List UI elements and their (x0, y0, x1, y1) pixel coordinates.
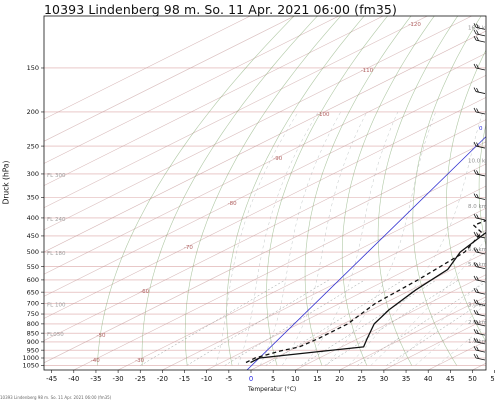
isotherm-label: -80 (228, 201, 237, 207)
x-tick-label: 25 (357, 375, 366, 383)
y-tick-label: 850 (27, 329, 39, 337)
x-tick-label: -35 (90, 375, 101, 383)
x-tick-label: -5 (225, 375, 232, 383)
isotherm-label: -50 (97, 333, 106, 339)
y-tick-label: 500 (27, 248, 39, 256)
isotherm-label: -120 (408, 22, 421, 28)
y-tick-label: 550 (27, 263, 39, 271)
isotherm-label: -40 (91, 358, 100, 364)
x-tick-label: 0 (249, 375, 253, 383)
y-tick-label: 450 (27, 232, 39, 240)
y-tick-label: 150 (27, 64, 39, 72)
x-tick-label: 40 (424, 375, 433, 383)
y-tick-label: 650 (27, 288, 39, 296)
flight-level-label: FL 180 (47, 251, 66, 257)
x-tick-label: 55 (490, 375, 495, 383)
chart-title: 10393 Lindenberg 98 m. So. 11 Apr. 2021 … (44, 2, 397, 17)
x-tick-label: 15 (313, 375, 322, 383)
y-tick-label: 700 (27, 300, 39, 308)
y-tick-label: 350 (27, 194, 39, 202)
flight-level-label: FL 240 (47, 217, 66, 223)
x-tick-label: 10 (291, 375, 300, 383)
y-tick-label: 250 (27, 142, 39, 150)
isotherm-label: -60 (140, 289, 149, 295)
y-tick-label: 800 (27, 320, 39, 328)
y-tick-label: 1050 (22, 362, 39, 370)
y-tick-label: 750 (27, 310, 39, 318)
height-label: 8.0 km (468, 204, 487, 210)
x-axis-label: Temperatur (°C) (248, 386, 296, 393)
x-tick-label: 20 (335, 375, 344, 383)
x-tick-label: -20 (157, 375, 168, 383)
x-tick-label: 50 (468, 375, 477, 383)
isotherm-label: -90 (273, 156, 282, 162)
height-label: 10.0 km (468, 159, 491, 165)
chart-footer: 10393 Lindenberg 98 m. So. 11 Apr. 2021 … (0, 395, 111, 400)
flight-level-label: FL 300 (47, 173, 66, 179)
x-tick-label: 30 (380, 375, 389, 383)
x-tick-label: -45 (46, 375, 57, 383)
isotherm-label: -30 (135, 358, 144, 364)
y-tick-label: 600 (27, 276, 39, 284)
y-tick-label: 300 (27, 170, 39, 178)
plot-area (44, 16, 486, 370)
x-tick-label: -30 (113, 375, 124, 383)
isotherm-label: -100 (317, 112, 330, 118)
freezing-level-label: 0 (479, 126, 483, 132)
x-tick-label: -40 (68, 375, 79, 383)
flight-level-label: FL 100 (47, 302, 66, 308)
y-tick-label: 400 (27, 214, 39, 222)
isotherm-label: -70 (184, 245, 193, 251)
x-tick-label: 35 (402, 375, 411, 383)
isotherm-label: -110 (361, 68, 374, 74)
x-tick-label: -15 (179, 375, 190, 383)
flight-level-label: FL050 (47, 332, 64, 338)
x-tick-label: -10 (201, 375, 212, 383)
y-axis-label: Druck (hPa) (1, 161, 10, 205)
y-tick-label: 900 (27, 338, 39, 346)
y-tick-label: 950 (27, 346, 39, 354)
y-tick-label: 200 (27, 108, 39, 116)
x-tick-label: 45 (446, 375, 455, 383)
x-tick-label: 5 (271, 375, 275, 383)
x-tick-label: -25 (135, 375, 146, 383)
